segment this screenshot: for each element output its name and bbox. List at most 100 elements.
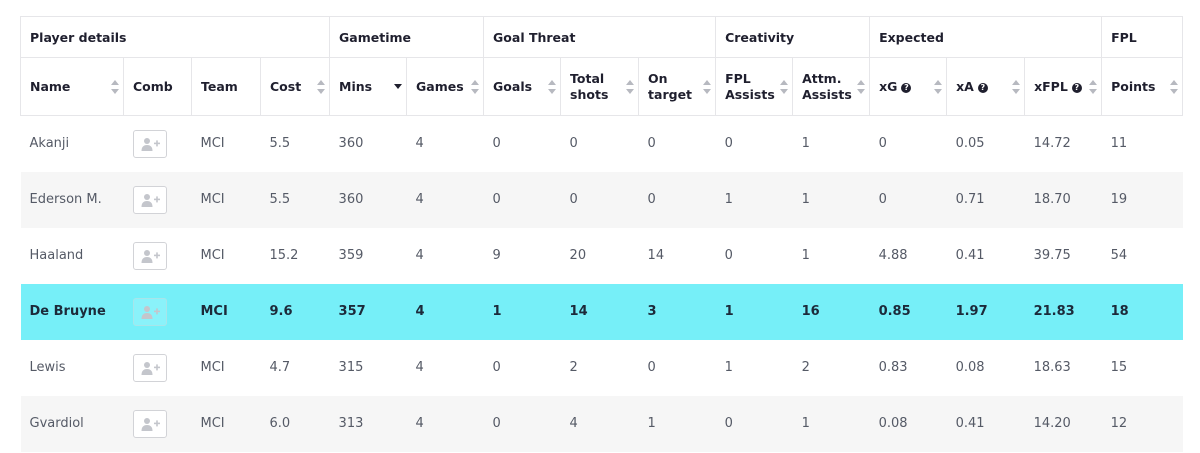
add-to-comb-button[interactable] xyxy=(132,241,167,270)
add-to-comb-button[interactable] xyxy=(132,409,167,438)
cell-fpl-assists: 0 xyxy=(724,136,733,152)
column-header-xfpl[interactable]: xFPL? xyxy=(1024,57,1103,116)
column-header-mins[interactable]: Mins xyxy=(329,57,408,116)
cell-fpl-assists: 0 xyxy=(715,395,793,452)
group-header-player-details: Player details xyxy=(19,16,331,58)
sort-toggle-icon[interactable] xyxy=(703,79,712,94)
cell-xg: 0 xyxy=(869,171,947,228)
player-stats-table-container: Player details Gametime Goal Threat Crea… xyxy=(19,16,1184,452)
cell-on-target: 0 xyxy=(647,136,656,152)
cell-on-target: 1 xyxy=(638,395,716,452)
cell-name: Akanji xyxy=(29,136,70,152)
cell-goals: 1 xyxy=(483,283,561,340)
sort-descending-icon[interactable] xyxy=(394,84,403,90)
column-header-row: Name Comb Team Cost Mins Games Goals Total shots… xyxy=(20,57,1184,116)
add-to-comb-button[interactable] xyxy=(132,185,167,214)
column-header-name[interactable]: Name xyxy=(20,57,124,116)
add-to-comb-button[interactable] xyxy=(132,129,167,158)
column-header-label: Name xyxy=(30,78,71,94)
sort-toggle-icon[interactable] xyxy=(471,79,480,94)
column-header-games[interactable]: Games xyxy=(406,57,485,116)
column-header-label: Team xyxy=(201,78,238,94)
cell-goals: 0 xyxy=(492,136,501,152)
cell-name: Ederson M. xyxy=(20,171,124,228)
table-row[interactable]: Akanji MCI 5.5 360 4 0 0 0 0 1 0 0.05 14.72 11 xyxy=(21,116,1183,172)
cell-team: MCI xyxy=(191,283,261,340)
column-header-team: Team xyxy=(191,57,261,116)
cell-total-shots: 2 xyxy=(569,360,578,375)
question-circle-icon[interactable]: ? xyxy=(1071,82,1082,93)
sort-toggle-icon[interactable] xyxy=(317,79,326,94)
sort-toggle-icon[interactable] xyxy=(934,79,943,94)
group-header-goal-threat: Goal Threat xyxy=(483,16,717,58)
add-to-comb-button[interactable] xyxy=(132,297,167,326)
cell-name: De Bruyne xyxy=(20,283,124,340)
cell-xfpl: 14.20 xyxy=(1024,395,1102,452)
cell-points: 15 xyxy=(1110,360,1128,375)
table-row[interactable]: Lewis MCI 4.7 315 4 0 2 0 1 2 0.83 0.08 18.63 15 xyxy=(21,340,1183,396)
cell-xg: 4.88 xyxy=(878,248,908,263)
table-row[interactable]: Ederson M. MCI 5.5 360 4 0 0 0 1 1 0 0.71 18.70 19 xyxy=(20,171,1183,228)
cell-xfpl: 21.83 xyxy=(1024,283,1102,340)
sort-toggle-icon[interactable] xyxy=(780,79,789,94)
cell-mins: 315 xyxy=(338,360,364,375)
add-to-comb-button[interactable] xyxy=(132,353,167,382)
cell-games: 4 xyxy=(406,283,484,340)
cell-points: 19 xyxy=(1101,171,1183,228)
cell-mins: 360 xyxy=(329,171,407,228)
group-header-gametime: Gametime xyxy=(329,16,485,58)
cell-goals: 0 xyxy=(492,360,501,375)
cell-team: MCI xyxy=(191,171,261,228)
cell-comb xyxy=(124,228,192,284)
cell-fpl-assists: 0 xyxy=(724,248,733,263)
cell-points: 11 xyxy=(1110,136,1128,152)
column-header-label-line2: Assists xyxy=(802,86,852,102)
cell-points: 12 xyxy=(1101,395,1183,452)
column-header-goals[interactable]: Goals xyxy=(483,57,562,116)
cell-total-shots: 0 xyxy=(560,171,639,228)
sort-toggle-icon[interactable] xyxy=(1170,79,1179,94)
cell-xfpl: 18.63 xyxy=(1033,360,1071,375)
table-row[interactable]: Gvardiol MCI 6.0 313 4 0 4 1 0 1 0.08 0.41 14.20 12 xyxy=(20,395,1183,452)
group-header-fpl: FPL xyxy=(1101,16,1184,58)
cell-team: MCI xyxy=(200,136,225,152)
sort-toggle-icon[interactable] xyxy=(626,79,635,94)
cell-fpl-assists: 1 xyxy=(715,171,793,228)
question-circle-icon[interactable]: ? xyxy=(901,82,912,93)
cell-total-shots: 0 xyxy=(569,136,578,152)
cell-xg: 0 xyxy=(878,136,887,152)
cell-cost: 15.2 xyxy=(269,248,299,263)
sort-toggle-icon[interactable] xyxy=(1012,79,1021,94)
sort-toggle-icon[interactable] xyxy=(548,79,557,94)
cell-on-target: 0 xyxy=(647,360,656,375)
cell-xa: 0.05 xyxy=(955,136,985,152)
column-header-label: Attm. xyxy=(802,70,842,86)
column-header-attm-assists[interactable]: Attm. Assists xyxy=(792,57,871,116)
cell-goals: 0 xyxy=(483,395,561,452)
column-header-on-target[interactable]: On target xyxy=(638,57,717,116)
cell-team: MCI xyxy=(191,395,261,452)
cell-games: 4 xyxy=(415,136,424,152)
column-header-xg[interactable]: xG? xyxy=(869,57,948,116)
cell-fpl-assists: 1 xyxy=(724,360,733,375)
cell-comb xyxy=(124,116,192,172)
table-row[interactable]: De Bruyne MCI 9.6 357 4 1 14 3 1 16 0.85 1.97 21.83 1… xyxy=(20,283,1183,340)
column-header-points[interactable]: Points xyxy=(1101,57,1184,116)
table-row[interactable]: Haaland MCI 15.2 359 4 9 20 14 0 1 4.88 0.41 39.75 54 xyxy=(21,228,1183,284)
sort-toggle-icon[interactable] xyxy=(1089,79,1098,94)
column-header-label: FPL xyxy=(725,70,751,86)
question-circle-icon[interactable]: ? xyxy=(977,82,988,93)
cell-attm-assists: 2 xyxy=(801,360,810,375)
cell-team: MCI xyxy=(200,248,225,263)
column-header-cost[interactable]: Cost xyxy=(259,57,331,116)
column-header-label-line2: Assists xyxy=(725,86,775,102)
column-header-xa[interactable]: xA? xyxy=(946,57,1026,116)
sort-toggle-icon[interactable] xyxy=(857,79,866,94)
cell-xfpl: 14.72 xyxy=(1033,136,1071,152)
column-header-fpl-assists[interactable]: FPL Assists xyxy=(715,57,794,116)
column-header-label-line2: shots xyxy=(570,86,609,102)
column-header-label: Cost xyxy=(270,78,302,94)
table-body: Akanji MCI 5.5 360 4 0 0 0 0 1 0 0.05 14.72 11 Ederson… xyxy=(20,116,1183,452)
sort-toggle-icon[interactable] xyxy=(111,79,119,94)
column-header-total-shots[interactable]: Total shots xyxy=(560,57,640,116)
